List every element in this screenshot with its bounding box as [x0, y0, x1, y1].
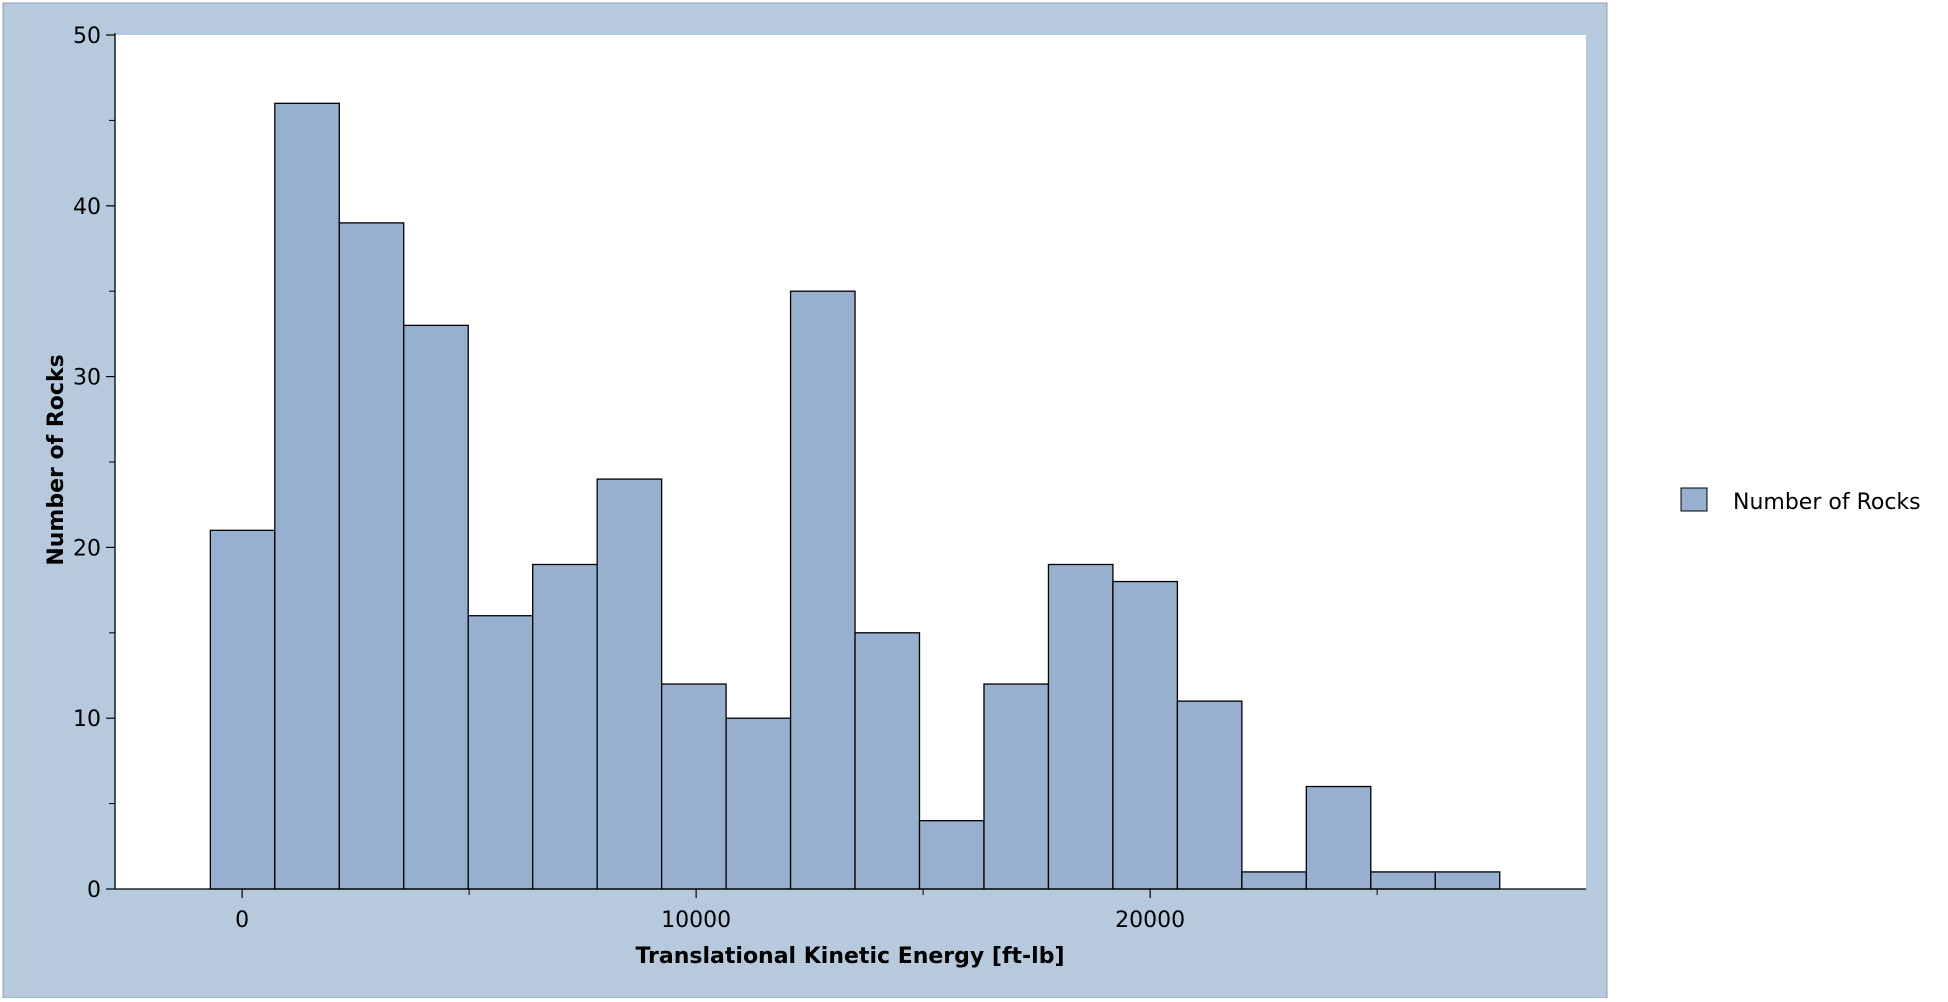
bar-9	[789, 290, 856, 890]
bar-series	[209, 102, 1501, 890]
y-axis-ticks: 0 10 20 30 40 50	[73, 24, 115, 903]
y-tick-label-50: 50	[73, 24, 101, 49]
bar-18	[1370, 871, 1436, 890]
bar-3	[403, 324, 469, 890]
bar-12	[983, 683, 1050, 890]
bar-6	[596, 478, 663, 890]
legend-label: Number of Rocks	[1733, 490, 1921, 515]
legend: Number of Rocks	[1680, 487, 1921, 515]
y-axis-label: Number of Rocks	[44, 354, 69, 565]
bar-7	[660, 683, 727, 890]
bar-1	[274, 102, 340, 890]
bar-14	[1112, 580, 1179, 890]
axes	[114, 33, 1586, 890]
x-axis-label: Translational Kinetic Energy [ft-lb]	[635, 944, 1064, 969]
y-tick-label-10: 10	[73, 707, 101, 732]
bar-2	[338, 222, 405, 890]
bar-5	[532, 563, 598, 890]
x-axis-ticks: 0 10000 20000	[235, 889, 1378, 933]
bar-4	[467, 615, 534, 890]
x-tick-label-10000: 10000	[661, 908, 731, 933]
bar-15	[1176, 700, 1243, 890]
bar-0	[209, 529, 276, 890]
legend-swatch	[1680, 487, 1708, 512]
y-tick-label-0: 0	[87, 878, 101, 903]
bar-10	[854, 632, 921, 890]
y-tick-label-30: 30	[73, 366, 101, 391]
x-tick-label-0: 0	[235, 908, 249, 933]
bar-19	[1434, 871, 1501, 890]
bar-11	[918, 820, 985, 890]
y-tick-label-20: 20	[73, 536, 101, 561]
y-tick-label-40: 40	[73, 195, 101, 220]
bar-13	[1047, 563, 1114, 890]
x-tick-label-20000: 20000	[1115, 908, 1185, 933]
bar-16	[1241, 871, 1307, 890]
bar-17	[1305, 785, 1372, 890]
bar-8	[725, 717, 792, 890]
